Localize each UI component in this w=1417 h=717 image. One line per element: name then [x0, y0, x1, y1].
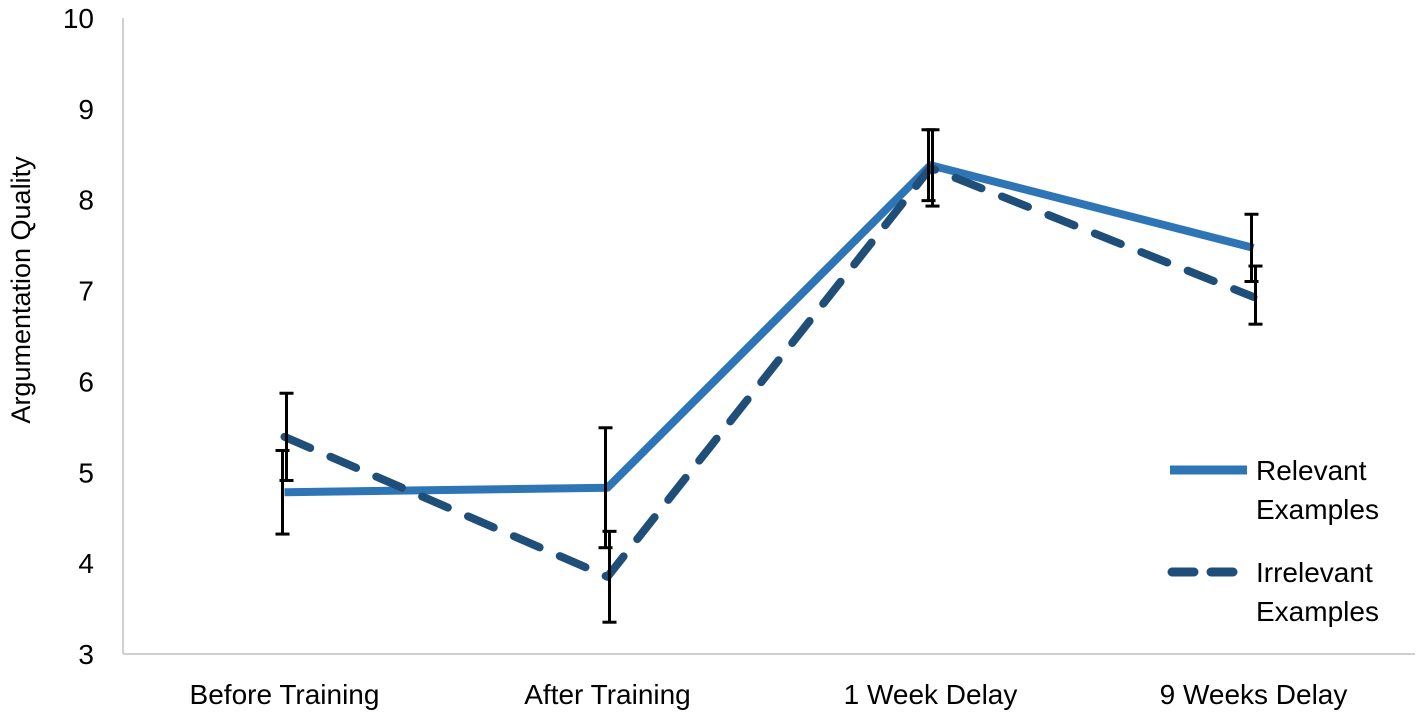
x-tick-label: 9 Weeks Delay [1160, 679, 1348, 710]
y-tick-label: 6 [78, 366, 94, 397]
x-tick-label: 1 Week Delay [844, 679, 1018, 710]
y-tick-label: 5 [78, 457, 94, 488]
legend-label: Examples [1256, 494, 1379, 525]
y-tick-label: 10 [63, 3, 94, 34]
y-tick-label: 9 [78, 94, 94, 125]
legend-label: Relevant [1256, 455, 1367, 486]
error-bar [1248, 264, 1263, 326]
series-line-relevant [284, 161, 1255, 497]
legend: Relevant Examples Irrelevant Examples [1167, 455, 1379, 627]
y-tick-labels: 3 4 5 6 7 8 9 10 [63, 3, 94, 670]
x-tick-label: Before Training [190, 679, 380, 710]
y-axis-label: Argumentation Quality [6, 156, 36, 424]
y-tick-label: 3 [78, 639, 94, 670]
error-bar [602, 529, 617, 624]
y-tick-label: 7 [78, 276, 94, 307]
legend-label: Examples [1256, 596, 1379, 627]
error-bar [279, 391, 294, 482]
legend-label: Irrelevant [1256, 557, 1373, 588]
x-tick-label: After Training [524, 679, 691, 710]
y-tick-label: 4 [78, 548, 94, 579]
axes [122, 18, 1415, 655]
y-tick-label: 8 [78, 185, 94, 216]
error-bar [925, 128, 940, 208]
x-tick-labels: Before Training After Training 1 Week Dela… [190, 679, 1348, 710]
error-bars [275, 128, 1263, 624]
series-line-irrelevant [280, 163, 1258, 581]
series-layer [280, 161, 1258, 581]
